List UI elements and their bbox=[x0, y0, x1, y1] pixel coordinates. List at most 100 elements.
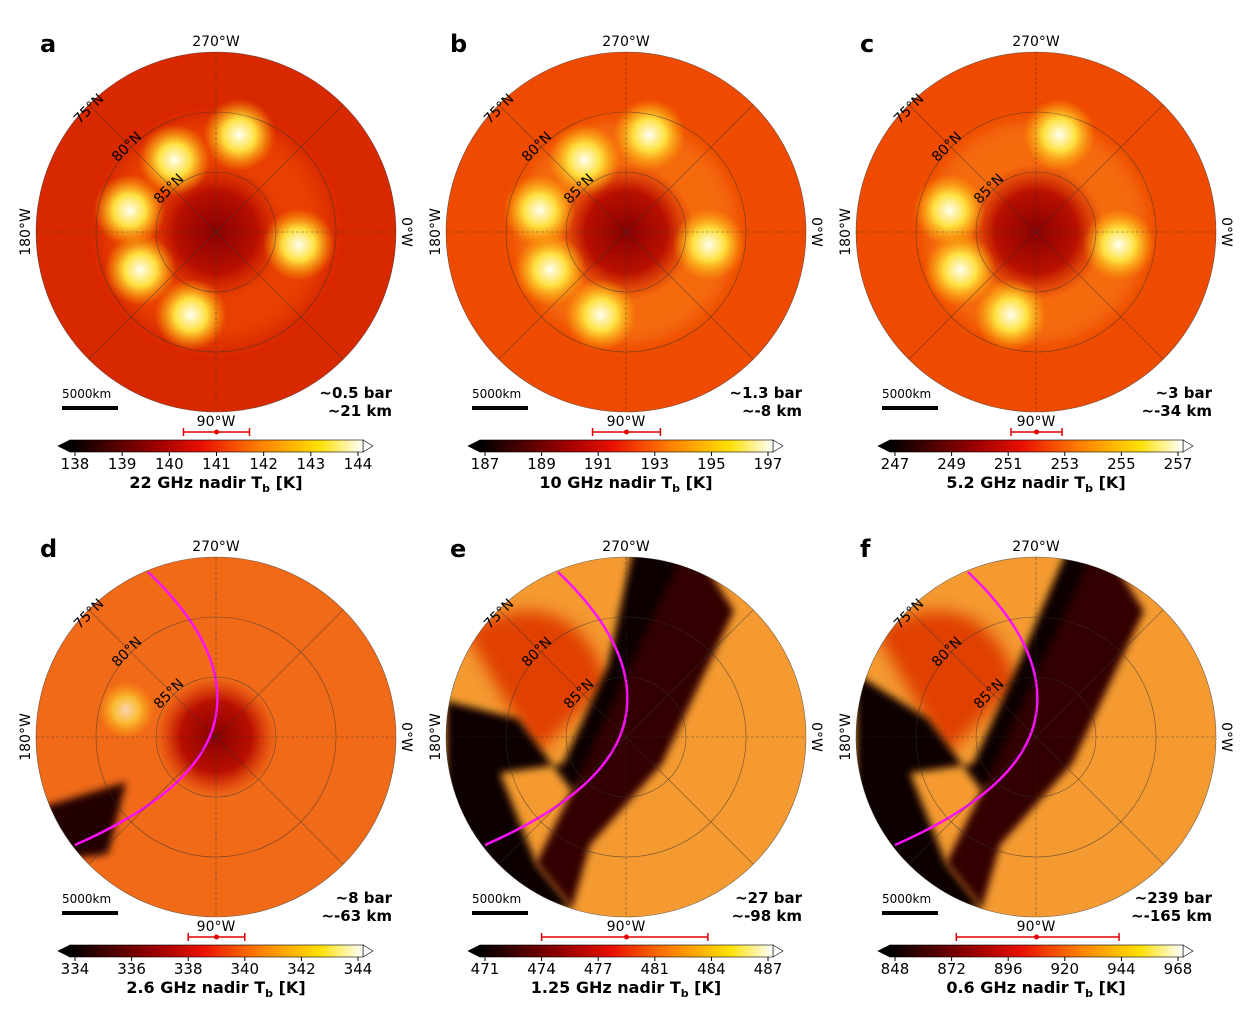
lon-label: 180°W bbox=[428, 713, 444, 761]
cbar-tick-label: 944 bbox=[1107, 960, 1136, 978]
lon-label: 0°W bbox=[398, 217, 414, 247]
pressure-label: ~3 bar bbox=[1156, 384, 1213, 402]
cbar-tick-label: 340 bbox=[230, 960, 259, 978]
lon-label: 270°W bbox=[192, 539, 240, 555]
lon-line bbox=[88, 609, 344, 865]
cbar-arrow-high bbox=[1182, 944, 1194, 958]
cbar-label: 0.6 GHz nadir Tb [K] bbox=[946, 978, 1125, 1000]
cbar-tick-label: 255 bbox=[1107, 455, 1136, 473]
lon-label: 0°W bbox=[808, 722, 824, 752]
cbar-tick-label: 141 bbox=[202, 455, 231, 473]
cbar-tick-label: 336 bbox=[117, 960, 146, 978]
scale-bar bbox=[882, 911, 938, 915]
cbar-tick-label: 193 bbox=[640, 455, 669, 473]
heat-blob bbox=[138, 124, 211, 196]
cbar-label-part: [K] bbox=[689, 978, 722, 997]
cbar-label-part: 2.6 GHz nadir T bbox=[126, 978, 265, 997]
cbar-label-part: b bbox=[265, 987, 273, 1000]
range-center bbox=[624, 429, 629, 435]
colorbar bbox=[479, 944, 774, 958]
cbar-tick-label: 487 bbox=[754, 960, 783, 978]
cbar-label-part: b bbox=[1085, 987, 1093, 1000]
lon-line bbox=[498, 609, 754, 865]
cbar-label-part: [K] bbox=[680, 473, 713, 492]
lon-label: 0°W bbox=[808, 217, 824, 247]
depth-label: ~-34 km bbox=[1142, 402, 1213, 420]
cbar-label-part: [K] bbox=[1093, 473, 1126, 492]
heat-band bbox=[946, 557, 1144, 908]
cbar-tick-label: 896 bbox=[994, 960, 1023, 978]
cbar-tick-label: 477 bbox=[584, 960, 613, 978]
cbar-label-part: b bbox=[672, 482, 680, 495]
lon-label: 90°W bbox=[197, 919, 236, 935]
cbar-label-part: b bbox=[1085, 482, 1093, 495]
scale-bar bbox=[62, 406, 118, 410]
heat-blob bbox=[1023, 98, 1096, 171]
colorbar bbox=[889, 439, 1184, 453]
depth-label: ~21 km bbox=[328, 402, 392, 420]
cbar-tick-label: 143 bbox=[297, 455, 326, 473]
cbar-arrow-low bbox=[877, 439, 891, 453]
cbar-label-part: [K] bbox=[273, 978, 306, 997]
cbar-arrow-low bbox=[877, 944, 891, 958]
cbar-tick-label: 191 bbox=[584, 455, 613, 473]
cbar-label-part: 22 GHz nadir T bbox=[129, 473, 262, 492]
scale-bar bbox=[472, 911, 528, 915]
cbar-label-part: [K] bbox=[1093, 978, 1126, 997]
heat-blob bbox=[503, 174, 576, 247]
cbar-tick-label: 338 bbox=[174, 960, 203, 978]
cbar-tick-label: 144 bbox=[344, 455, 373, 473]
cbar-tick-label: 253 bbox=[1050, 455, 1079, 473]
cbar-arrow-high bbox=[772, 439, 784, 453]
lon-label: 0°W bbox=[1218, 217, 1234, 247]
depth-label: ~-98 km bbox=[732, 907, 803, 925]
cbar-arrow-high bbox=[772, 944, 784, 958]
heat-warm bbox=[874, 611, 1018, 755]
cbar-tick-label: 484 bbox=[697, 960, 726, 978]
cbar-tick-label: 195 bbox=[697, 455, 726, 473]
cbar-arrow-high bbox=[362, 944, 374, 958]
heat-blob bbox=[93, 174, 166, 247]
lon-line bbox=[908, 104, 1164, 360]
heat-blob bbox=[154, 278, 227, 351]
lon-label: 90°W bbox=[197, 414, 236, 430]
lon-label: 90°W bbox=[607, 414, 646, 430]
cbar-label: 2.6 GHz nadir Tb [K] bbox=[126, 978, 305, 1000]
heat-blob bbox=[262, 208, 335, 281]
lon-label: 90°W bbox=[607, 919, 646, 935]
heat-blob bbox=[1082, 208, 1155, 281]
heat-blob bbox=[97, 681, 155, 739]
range-center bbox=[1034, 429, 1039, 435]
cbar-tick-label: 471 bbox=[471, 960, 500, 978]
scale-label: 5000km bbox=[62, 387, 111, 401]
heat-blob bbox=[564, 278, 637, 351]
pressure-label: ~239 bar bbox=[1135, 889, 1213, 907]
heat-blob bbox=[672, 208, 745, 281]
cbar-tick-label: 342 bbox=[287, 960, 316, 978]
cbar-label-part: 5.2 GHz nadir T bbox=[946, 473, 1085, 492]
colorbar bbox=[69, 439, 364, 453]
magenta-curve bbox=[894, 571, 1039, 847]
cbar-tick-label: 968 bbox=[1164, 960, 1193, 978]
pressure-label: ~8 bar bbox=[336, 889, 393, 907]
cbar-arrow-low bbox=[467, 439, 481, 453]
lon-label: 0°W bbox=[1218, 722, 1234, 752]
range-center bbox=[214, 934, 219, 940]
heat-blob bbox=[203, 98, 276, 171]
depth-label: ~-165 km bbox=[1131, 907, 1212, 925]
cbar-label: 10 GHz nadir Tb [K] bbox=[539, 473, 712, 495]
lon-label: 270°W bbox=[1012, 34, 1060, 50]
panel-letter: b bbox=[450, 30, 467, 58]
lon-line bbox=[498, 104, 754, 360]
panel-letter: c bbox=[860, 30, 874, 58]
lon-label: 90°W bbox=[1017, 414, 1056, 430]
cbar-tick-label: 481 bbox=[640, 960, 669, 978]
cbar-label-part: 1.25 GHz nadir T bbox=[531, 978, 681, 997]
cbar-label: 5.2 GHz nadir Tb [K] bbox=[946, 473, 1125, 495]
pressure-label: ~1.3 bar bbox=[729, 384, 802, 402]
scale-label: 5000km bbox=[62, 892, 111, 906]
scale-bar bbox=[472, 406, 528, 410]
